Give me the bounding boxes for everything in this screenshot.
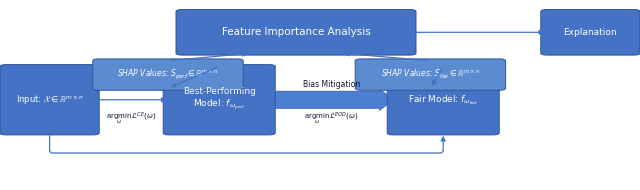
- FancyBboxPatch shape: [93, 59, 243, 90]
- FancyBboxPatch shape: [541, 10, 640, 55]
- Text: Best-Performing
Model: $f_{\omega_{perf}}$: Best-Performing Model: $f_{\omega_{perf}…: [183, 87, 255, 112]
- FancyArrow shape: [269, 89, 394, 110]
- Text: Bias Mitigation: Bias Mitigation: [303, 80, 360, 89]
- Text: Explanation: Explanation: [564, 28, 617, 37]
- Text: SHAP Values: $S_{fair} \in \mathbb{R}^{m \times n}$: SHAP Values: $S_{fair} \in \mathbb{R}^{m…: [381, 68, 480, 81]
- Text: Input: $\mathcal{X} \in \mathbb{R}^{m \times n}$: Input: $\mathcal{X} \in \mathbb{R}^{m \t…: [15, 93, 84, 107]
- FancyBboxPatch shape: [176, 10, 416, 55]
- FancyBboxPatch shape: [163, 65, 275, 135]
- Text: $\underset{\omega}{\mathrm{argmin}}\,\mathcal{L}^{CE}(\omega)$: $\underset{\omega}{\mathrm{argmin}}\,\ma…: [106, 110, 156, 127]
- FancyBboxPatch shape: [355, 59, 506, 90]
- FancyBboxPatch shape: [387, 65, 499, 135]
- Text: Feature Importance Analysis: Feature Importance Analysis: [221, 27, 371, 37]
- FancyBboxPatch shape: [0, 65, 99, 135]
- Text: Fair Model: $f_{\omega_{fair}}$: Fair Model: $f_{\omega_{fair}}$: [408, 93, 479, 107]
- Text: SHAP Values: $S_{perf} \in \mathbb{R}^{m \times n}$: SHAP Values: $S_{perf} \in \mathbb{R}^{m…: [117, 68, 219, 82]
- Text: $\underset{\omega}{\mathrm{argmin}}\,\mathcal{L}^{EOD}(\omega)$: $\underset{\omega}{\mathrm{argmin}}\,\ma…: [304, 110, 358, 127]
